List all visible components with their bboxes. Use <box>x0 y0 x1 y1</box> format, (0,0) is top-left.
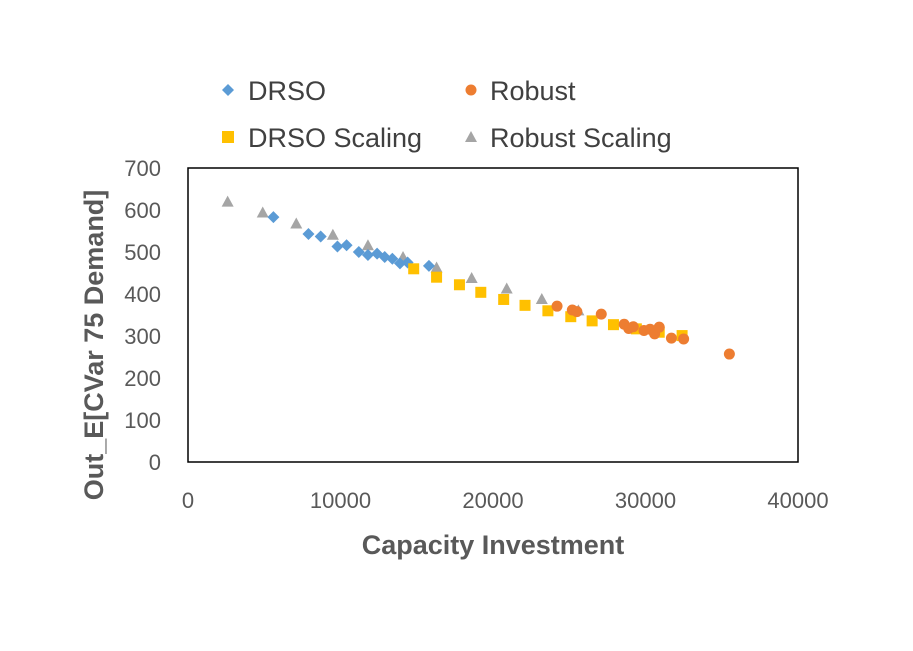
point-drso-scaling <box>498 293 510 305</box>
point-drso <box>422 259 435 272</box>
point-drso-scaling <box>542 305 554 317</box>
point-robust-scaling <box>221 195 234 207</box>
y-tick-label: 200 <box>124 366 161 391</box>
point-drso-scaling <box>408 263 420 275</box>
point-robust <box>665 332 677 344</box>
y-tick-label: 300 <box>124 324 161 349</box>
legend-label-drso: DRSO <box>248 76 326 106</box>
point-robust <box>678 333 690 345</box>
point-drso <box>331 240 344 253</box>
y-tick-label: 600 <box>124 198 161 223</box>
x-tick-label: 0 <box>182 488 194 513</box>
point-robust-scaling <box>535 293 548 305</box>
point-robust <box>653 321 665 333</box>
y-tick-label: 500 <box>124 240 161 265</box>
y-axis-ticks: 0 100 200 300 400 500 600 700 <box>124 156 161 475</box>
legend-item-robust: Robust <box>465 76 576 106</box>
legend-marker-drso-scaling <box>222 131 234 143</box>
point-drso <box>361 248 374 261</box>
point-robust <box>723 348 735 360</box>
y-tick-label: 0 <box>149 450 161 475</box>
point-drso-scaling <box>519 299 531 311</box>
y-tick-label: 700 <box>124 156 161 181</box>
data-points <box>221 195 735 360</box>
y-tick-label: 100 <box>124 408 161 433</box>
legend: DRSO Robust DRSO Scaling Robust Scaling <box>222 76 672 153</box>
point-robust-scaling <box>361 239 374 251</box>
point-robust-scaling <box>500 282 513 294</box>
y-axis-title: Out_E[CVar 75 Demand] <box>79 190 109 501</box>
point-robust <box>595 308 607 320</box>
x-axis-ticks: 0 10000 20000 30000 40000 <box>182 488 829 513</box>
point-drso <box>352 246 365 258</box>
legend-marker-drso <box>222 84 234 96</box>
point-drso <box>267 211 280 224</box>
point-drso <box>340 239 353 252</box>
point-drso <box>386 252 399 265</box>
point-drso-scaling <box>586 315 598 327</box>
legend-item-robust-scaling: Robust Scaling <box>465 123 672 153</box>
y-tick-label: 400 <box>124 282 161 307</box>
legend-marker-robust-scaling <box>465 131 477 142</box>
point-drso-scaling <box>453 279 465 291</box>
point-robust <box>627 321 639 333</box>
point-robust <box>551 300 563 312</box>
point-robust <box>571 306 583 318</box>
point-robust-scaling <box>326 228 339 240</box>
plot-area <box>187 167 799 463</box>
point-drso <box>302 227 315 240</box>
legend-label-robust: Robust <box>490 76 576 106</box>
point-drso-scaling <box>607 319 619 331</box>
point-robust-scaling <box>430 261 443 273</box>
x-tick-label: 40000 <box>767 488 828 513</box>
point-drso-scaling <box>431 271 443 283</box>
legend-label-robust-scaling: Robust Scaling <box>490 123 672 153</box>
point-drso-scaling <box>565 311 577 323</box>
legend-marker-robust <box>465 84 477 96</box>
point-drso <box>314 230 327 243</box>
point-robust-scaling <box>465 272 478 284</box>
point-robust-scaling <box>290 217 303 229</box>
x-tick-label: 10000 <box>310 488 371 513</box>
legend-item-drso-scaling: DRSO Scaling <box>222 123 422 153</box>
x-axis-title: Capacity Investment <box>362 530 625 560</box>
x-tick-label: 20000 <box>462 488 523 513</box>
legend-item-drso: DRSO <box>222 76 326 106</box>
point-robust-scaling <box>256 206 269 218</box>
legend-label-drso-scaling: DRSO Scaling <box>248 123 422 153</box>
x-tick-label: 30000 <box>615 488 676 513</box>
point-drso-scaling <box>475 286 487 298</box>
point-drso <box>393 257 406 270</box>
